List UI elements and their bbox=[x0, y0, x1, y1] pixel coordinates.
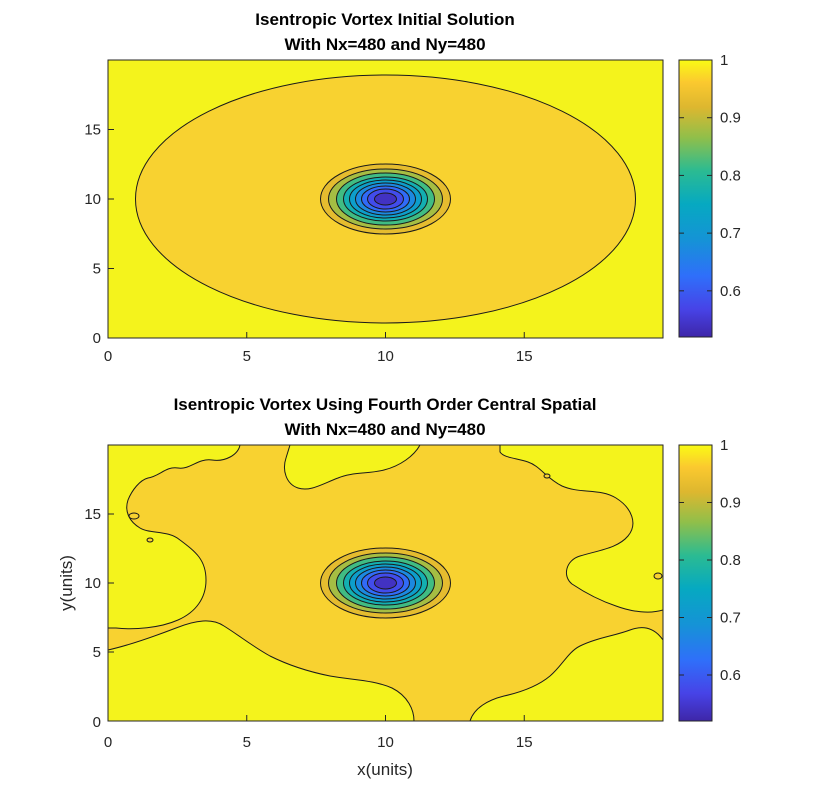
chart2-ytick-label: 5 bbox=[93, 644, 101, 661]
chart1-ytick-label: 15 bbox=[84, 122, 101, 139]
chart2-region-bottom-left bbox=[108, 620, 415, 721]
chart1-title-line1: Isentropic Vortex Initial Solution bbox=[255, 10, 514, 29]
subplot-initial: Isentropic Vortex Initial Solution With … bbox=[84, 10, 741, 365]
chart2-region-top-center bbox=[284, 445, 421, 490]
chart1-ytick-label: 0 bbox=[93, 330, 101, 347]
chart2-xtick-label: 15 bbox=[516, 734, 533, 751]
chart2-x-axis-label: x(units) bbox=[357, 760, 413, 779]
chart2-noise-regions bbox=[108, 445, 663, 721]
chart1-colorbar-ticks: 0.6 0.7 0.8 0.9 1 bbox=[679, 52, 741, 300]
chart2-island bbox=[543, 473, 551, 479]
chart2-y-ticks: 0 5 10 15 bbox=[84, 506, 114, 731]
chart2-plot-area bbox=[108, 445, 663, 721]
chart2-ytick-label: 15 bbox=[84, 506, 101, 523]
chart2-title-line1: Isentropic Vortex Using Fourth Order Cen… bbox=[174, 395, 597, 414]
chart2-ytick-label: 0 bbox=[93, 714, 101, 731]
colorbar-tick-label: 0.8 bbox=[720, 552, 741, 569]
chart2-colorbar: 0.6 0.7 0.8 0.9 1 bbox=[678, 437, 741, 722]
chart1-title-line2: With Nx=480 and Ny=480 bbox=[284, 35, 485, 54]
colorbar-tick-label: 1 bbox=[720, 437, 728, 454]
vortex-contour-ring bbox=[374, 192, 397, 206]
chart2-island bbox=[128, 512, 140, 520]
colorbar-tick-label: 0.9 bbox=[720, 495, 741, 512]
chart1-xtick-label: 5 bbox=[243, 348, 251, 365]
chart2-colorbar-ticks: 0.6 0.7 0.8 0.9 1 bbox=[679, 437, 741, 684]
colorbar-tick-label: 0.8 bbox=[720, 167, 741, 184]
chart1-y-ticks: 0 5 10 15 bbox=[84, 122, 114, 347]
colorbar-tick-label: 0.7 bbox=[720, 225, 741, 242]
chart2-region-top-right bbox=[499, 445, 663, 613]
chart2-xtick-label: 10 bbox=[377, 734, 394, 751]
vortex-contour-ring bbox=[374, 576, 397, 590]
chart2-colorbar-gradient bbox=[678, 444, 713, 722]
chart1-xtick-label: 0 bbox=[104, 348, 112, 365]
chart2-x-ticks: 0 5 10 15 bbox=[104, 715, 533, 751]
colorbar-tick-label: 0.7 bbox=[720, 610, 741, 627]
chart2-region-bottom-right bbox=[469, 627, 663, 721]
chart2-y-axis-label: y(units) bbox=[57, 555, 76, 611]
chart2-title-line2: With Nx=480 and Ny=480 bbox=[284, 420, 485, 439]
chart2-island bbox=[653, 572, 663, 580]
chart2-small-islands bbox=[128, 473, 663, 580]
chart1-colorbar: 0.6 0.7 0.8 0.9 1 bbox=[678, 52, 741, 338]
chart2-xtick-label: 0 bbox=[104, 734, 112, 751]
chart1-vortex bbox=[320, 163, 451, 235]
chart1-ytick-label: 10 bbox=[84, 191, 101, 208]
chart2-island bbox=[146, 537, 154, 543]
chart2-vortex bbox=[320, 547, 451, 619]
subplot-fourth-order: Isentropic Vortex Using Fourth Order Cen… bbox=[57, 395, 741, 779]
chart1-plot-area bbox=[108, 60, 663, 338]
chart1-xtick-label: 15 bbox=[516, 348, 533, 365]
chart1-x-ticks: 0 5 10 15 bbox=[104, 332, 533, 365]
chart1-colorbar-gradient bbox=[678, 59, 713, 338]
chart2-xtick-label: 5 bbox=[243, 734, 251, 751]
colorbar-tick-label: 1 bbox=[720, 52, 728, 69]
chart2-ytick-label: 10 bbox=[84, 575, 101, 592]
chart1-xtick-label: 10 bbox=[377, 348, 394, 365]
colorbar-tick-label: 0.6 bbox=[720, 667, 741, 684]
colorbar-tick-label: 0.9 bbox=[720, 110, 741, 127]
chart1-ytick-label: 5 bbox=[93, 261, 101, 278]
colorbar-tick-label: 0.6 bbox=[720, 283, 741, 300]
